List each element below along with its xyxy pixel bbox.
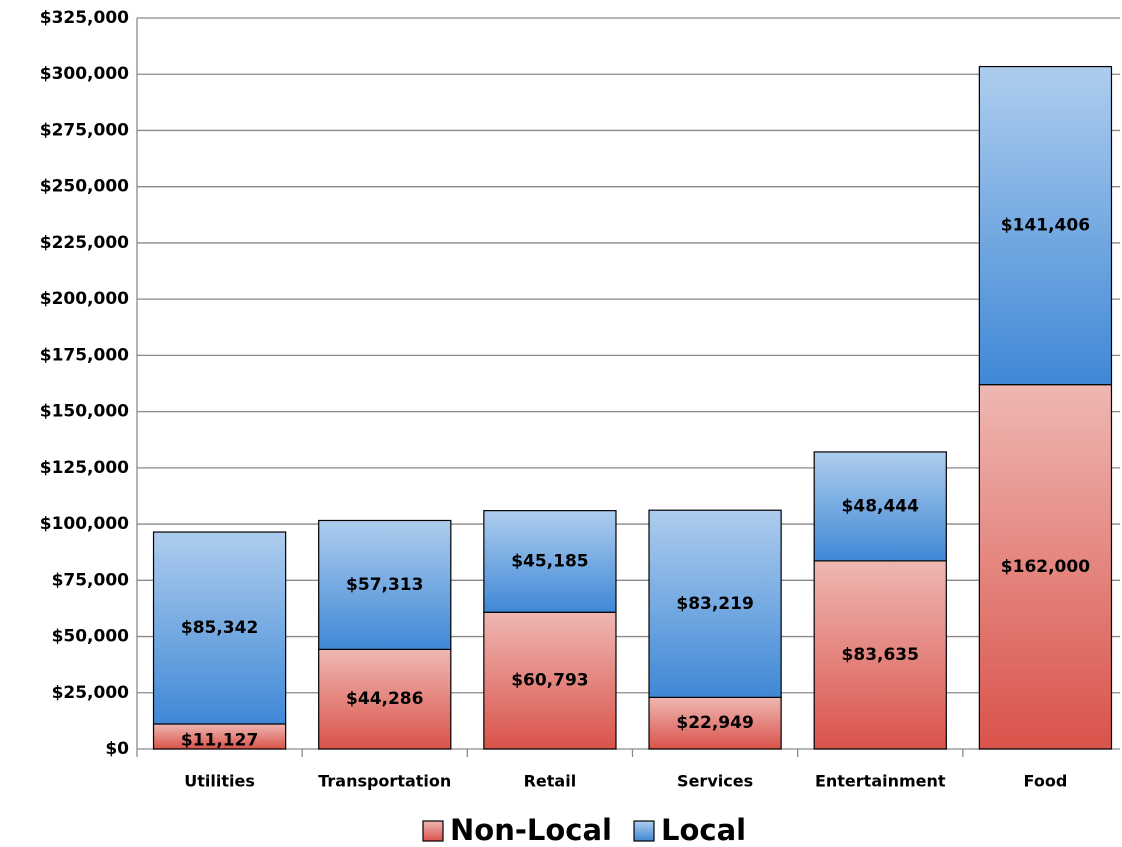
y-tick-label: $325,000 <box>40 8 129 28</box>
bar-segment <box>483 510 617 613</box>
y-tick-label: $50,000 <box>52 627 130 647</box>
bar-segment <box>978 65 1113 386</box>
x-tick-label: Retail <box>524 772 577 791</box>
x-tick-label: Utilities <box>184 772 255 791</box>
legend-swatch <box>422 820 444 842</box>
y-tick-label: $0 <box>105 739 129 759</box>
legend-label: Non-Local <box>450 813 612 847</box>
y-tick-label: $125,000 <box>40 458 129 478</box>
bar-segment <box>318 648 452 750</box>
y-tick-label: $200,000 <box>40 289 129 309</box>
value-label: $60,793 <box>511 671 588 691</box>
y-tick-label: $250,000 <box>40 177 129 197</box>
y-tick-label: $300,000 <box>40 64 129 84</box>
bar-segment <box>648 696 782 750</box>
value-label: $57,313 <box>346 575 423 595</box>
y-tick-label: $175,000 <box>40 345 129 365</box>
bar-segment <box>483 611 617 750</box>
bar-segment <box>648 509 782 698</box>
bar-segment <box>813 451 947 562</box>
x-tick-label: Entertainment <box>815 772 946 791</box>
y-tick-label: $25,000 <box>52 683 130 703</box>
value-label: $141,406 <box>1001 216 1090 236</box>
y-tick-label: $150,000 <box>40 402 129 422</box>
value-label: $85,342 <box>181 618 258 638</box>
y-tick-label: $225,000 <box>40 233 129 253</box>
legend-swatch <box>633 820 655 842</box>
bar-segment <box>152 723 287 750</box>
x-tick-label: Transportation <box>318 772 451 791</box>
bar-segment <box>978 384 1113 750</box>
value-label: $44,286 <box>346 689 423 709</box>
value-label: $11,127 <box>181 730 258 750</box>
value-label: $83,219 <box>676 594 753 614</box>
y-tick-label: $100,000 <box>40 514 129 534</box>
value-label: $45,185 <box>511 551 588 571</box>
value-label: $83,635 <box>842 645 919 665</box>
y-tick-label: $275,000 <box>40 120 129 140</box>
legend-label: Local <box>661 813 746 847</box>
value-label: $22,949 <box>676 713 753 733</box>
x-tick-label: Services <box>677 772 753 791</box>
value-label: $162,000 <box>1001 557 1090 577</box>
y-tick-label: $75,000 <box>52 570 130 590</box>
value-label: $48,444 <box>842 496 920 516</box>
bar-segment <box>318 519 452 650</box>
bar-segment <box>813 560 947 750</box>
bar-segment <box>152 531 287 725</box>
x-tick-label: Food <box>1024 772 1068 791</box>
